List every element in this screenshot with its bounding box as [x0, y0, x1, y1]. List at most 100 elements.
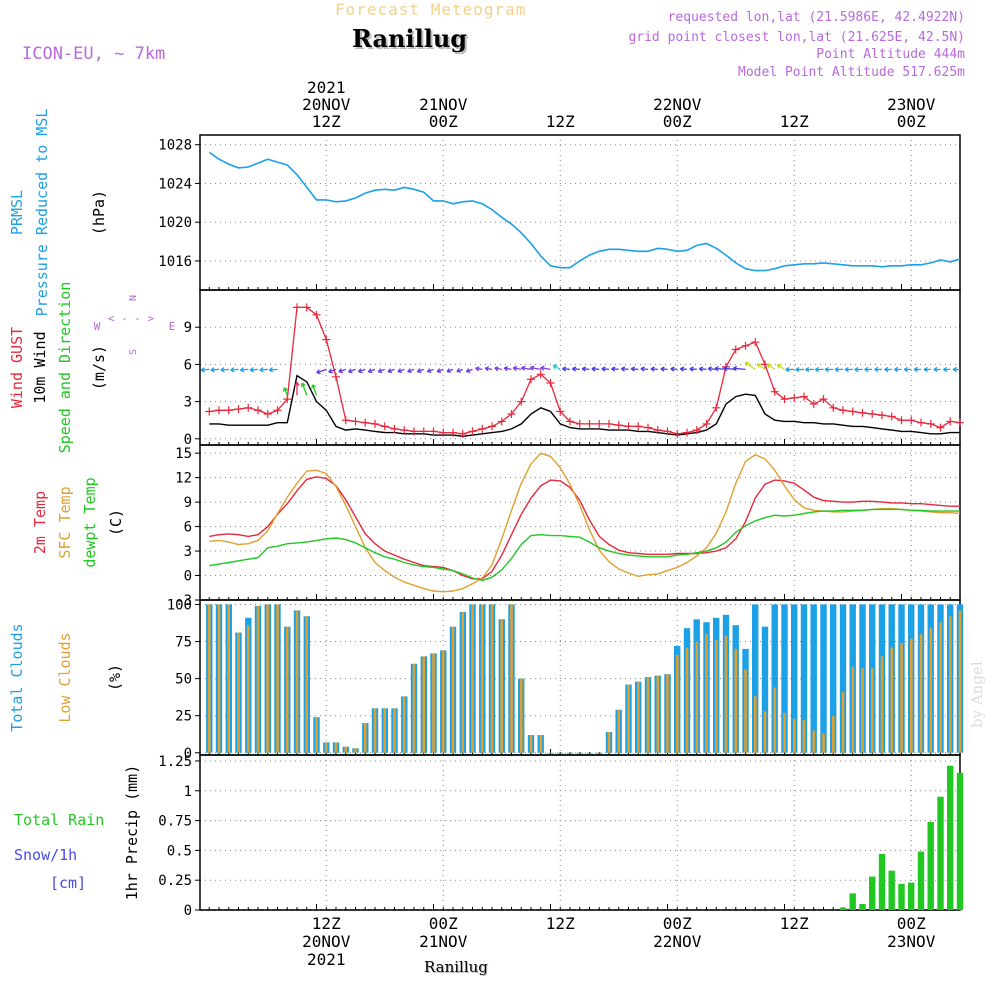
y-tick-label: 50: [175, 672, 192, 688]
wind-arrow-icon: [776, 363, 785, 370]
wind-arrow-icon: [844, 366, 853, 373]
gust-marker: [351, 417, 360, 426]
wind-arrow-icon: [698, 366, 707, 372]
y-tick-label: 0.5: [167, 843, 192, 859]
wind-arrow-icon: [611, 366, 619, 372]
wind-arrow-icon: [484, 366, 493, 372]
bar-low-clouds: [900, 643, 903, 753]
gust-marker: [546, 379, 555, 387]
gust-marker: [332, 372, 340, 381]
bar-low-clouds: [783, 712, 786, 753]
y-tick-label: -3: [175, 593, 192, 609]
model-label: ICON-EU, ~ 7km: [22, 44, 166, 64]
gust-marker: [273, 406, 282, 415]
bar-low-clouds: [373, 708, 377, 753]
compass-e: E: [169, 320, 176, 333]
gust-marker: [419, 427, 428, 436]
bar-low-clouds: [393, 708, 396, 753]
wind-arrow-icon: [465, 368, 473, 374]
gust-marker: [683, 428, 691, 437]
wind-arrow-icon: [316, 368, 327, 375]
wind-arrow-icon: [357, 368, 366, 374]
panel-label: dewpt Temp: [81, 477, 99, 567]
bar-low-clouds: [637, 681, 640, 753]
gust-marker: [741, 341, 750, 350]
time-label-bottom: 12Z: [312, 914, 341, 933]
wind-arrow-icon: [756, 363, 766, 370]
time-label-top: 12Z: [312, 112, 341, 131]
wind-arrow-icon: [640, 366, 649, 372]
gust-marker: [800, 392, 808, 401]
panel-label: (%): [106, 664, 124, 691]
y-tick-label: 12: [175, 471, 192, 487]
bar-low-clouds: [383, 708, 386, 753]
panel-label: 10m Wind: [31, 331, 49, 403]
panel-label: SFC Temp: [56, 486, 74, 558]
panel-frame: [199, 754, 961, 911]
gust-marker: [371, 419, 379, 428]
product-title: Forecast Meteogram: [335, 0, 527, 19]
gust-marker: [917, 418, 925, 427]
time-label-bottom: 21NOV: [419, 932, 468, 951]
gust-marker: [390, 424, 399, 433]
series-line-dewpt-temp: [209, 508, 960, 582]
bar-low-clouds: [617, 709, 621, 753]
bar-precip: [927, 821, 934, 910]
wind-arrow-icon: [670, 366, 678, 372]
wind-arrow-icon: [679, 366, 688, 372]
wind-arrow-icon: [795, 366, 805, 373]
wind-arrow-icon: [913, 366, 922, 373]
wind-arrow-icon: [249, 367, 259, 373]
station-title: Ranillug: [352, 24, 468, 53]
gust-marker: [293, 303, 301, 312]
bar-low-clouds: [812, 730, 816, 753]
wind-arrow-icon: [239, 367, 249, 373]
bar-low-clouds: [412, 663, 416, 753]
gust-marker: [878, 411, 886, 420]
y-tick-label: 1016: [158, 254, 192, 270]
bar-low-clouds: [510, 604, 513, 753]
bar-precip: [956, 772, 964, 910]
gust-marker: [868, 410, 877, 418]
wind-arrow-icon: [220, 367, 229, 373]
bar-total-clouds: [761, 626, 769, 753]
bar-precip: [898, 883, 905, 910]
legend-snow: Snow/1h: [14, 846, 77, 864]
bar-low-clouds: [724, 635, 728, 753]
wind-arrow-icon: [210, 367, 220, 373]
legend-rain: Total Rain: [14, 811, 104, 829]
bar-low-clouds: [295, 610, 299, 753]
panel-label: PRMSL: [8, 190, 26, 235]
gust-marker: [439, 428, 448, 437]
wind-arrow-icon: [571, 366, 580, 372]
bar-total-clouds: [771, 604, 778, 753]
bar-low-clouds: [285, 626, 289, 753]
wind-arrow-icon: [660, 366, 668, 372]
bar-low-clouds: [578, 752, 582, 754]
gust-marker: [322, 335, 331, 344]
gust-marker: [361, 418, 370, 427]
gust-marker: [790, 393, 799, 402]
wind-arrow-icon: [300, 382, 308, 396]
wind-arrow-icon: [884, 366, 892, 373]
wind-arrow-icon: [864, 366, 873, 373]
gust-marker: [215, 406, 223, 415]
gust-marker: [751, 338, 760, 347]
gust-marker: [478, 424, 487, 433]
y-tick-label: 0: [184, 569, 192, 585]
bar-low-clouds: [939, 622, 942, 753]
wind-arrow-icon: [416, 368, 425, 374]
panel-label: Speed and Direction: [56, 282, 74, 454]
bar-low-clouds: [568, 752, 572, 754]
time-label-bottom: 23NOV: [887, 932, 936, 951]
bar-precip: [878, 854, 886, 910]
bar-precip: [947, 765, 954, 910]
wind-arrow-icon: [552, 364, 561, 370]
bar-low-clouds: [324, 742, 328, 753]
gust-marker: [770, 387, 779, 396]
wind-arrow-icon: [311, 384, 318, 396]
panel-label: (m/s): [90, 345, 108, 390]
bar-low-clouds: [559, 752, 562, 754]
bar-low-clouds: [929, 628, 933, 753]
panel-frame: [199, 444, 961, 601]
